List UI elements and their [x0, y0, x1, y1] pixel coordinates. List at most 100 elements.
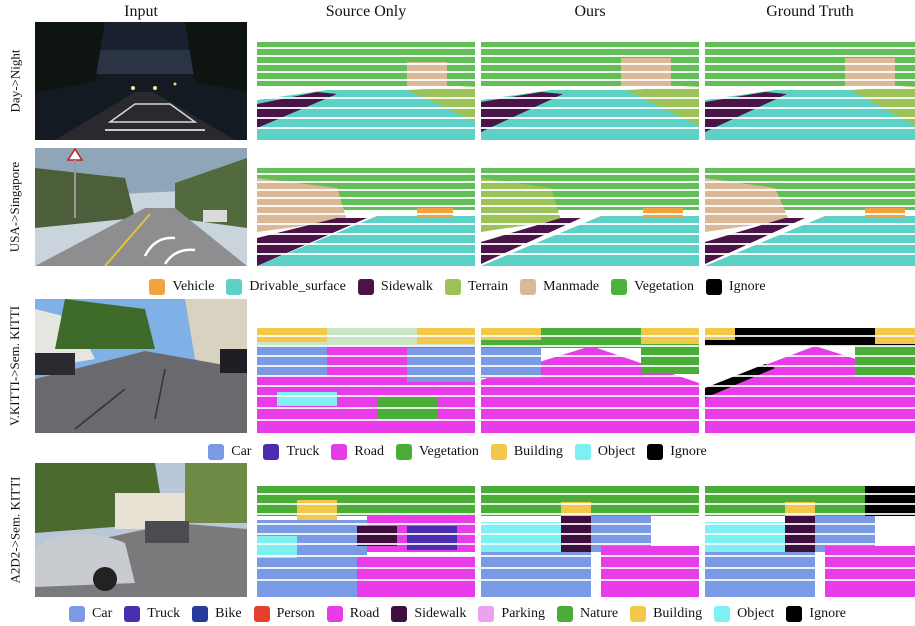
legend-swatch	[556, 606, 573, 622]
legend-item: Vegetation	[611, 279, 694, 295]
legend-item: Nature	[556, 606, 619, 622]
legend-swatch	[226, 279, 243, 295]
pred-panel-source-only-a2d2	[257, 486, 475, 597]
pred-panel-ground-truth-day-night	[705, 42, 915, 140]
pred-panel-source-only-usa-singapore	[257, 168, 475, 266]
legend-item: Car	[208, 444, 251, 460]
legend-item: Truck	[124, 606, 180, 622]
legend-label: Object	[737, 606, 775, 621]
legend-swatch	[331, 444, 348, 460]
legend-item: Terrain	[444, 279, 509, 295]
pred-panel-ours-usa-singapore	[481, 168, 699, 266]
legend-label: Building	[653, 606, 703, 621]
legend-label: Person	[276, 606, 315, 621]
input-photo-street	[35, 148, 247, 266]
pred-panel-ground-truth-a2d2	[705, 486, 915, 597]
legend-item: Object	[574, 444, 636, 460]
legend-item: Car	[69, 606, 112, 622]
row-label-vkitti-semkitti: V.KITTI->Sem. KITTI	[7, 305, 22, 427]
legend-swatch	[630, 606, 647, 622]
legend-label: Sidewalk	[414, 606, 467, 621]
legend-swatch	[192, 606, 209, 622]
row-label-usa-singapore: USA->Singapore	[7, 161, 23, 253]
legend-swatch	[574, 444, 591, 460]
legend-label: Road	[354, 444, 384, 459]
input-photo-a2d2	[35, 463, 247, 597]
legend-vkitti: Car Truck Road Vegetation Building Object Igno…	[0, 441, 915, 463]
legend-swatch	[253, 606, 270, 622]
legend-a2d2: Car Truck Bike Person Road Sidewalk Parking Nat…	[0, 603, 915, 625]
legend-item: Truck	[263, 444, 319, 460]
legend-item: Ignore	[706, 279, 766, 295]
legend-label: Terrain	[467, 279, 509, 294]
legend-swatch	[149, 279, 166, 295]
legend-swatch	[611, 279, 628, 295]
pred-panel-source-only-kitti	[257, 328, 475, 433]
legend-label: Parking	[501, 606, 545, 621]
legend-swatch	[357, 279, 374, 295]
legend-label: Truck	[147, 606, 181, 621]
header-input: Input	[124, 3, 158, 20]
legend-swatch	[714, 606, 731, 622]
legend-item: Building	[490, 444, 563, 460]
row-label-a2d2-semkitti: A2D2->Sem. KITTI	[7, 476, 23, 584]
row-label-day-night: Day->Night	[7, 49, 22, 113]
legend-label: Ignore	[729, 279, 766, 294]
legend-swatch	[124, 606, 141, 622]
legend-label: Vegetation	[418, 444, 479, 459]
legend-item: Person	[253, 606, 315, 622]
legend-swatch	[786, 606, 803, 622]
legend-item: Ignore	[786, 606, 846, 622]
legend-swatch	[647, 444, 664, 460]
legend-swatch	[208, 444, 225, 460]
legend-swatch	[444, 279, 461, 295]
legend-swatch	[263, 444, 280, 460]
legend-item: Road	[326, 606, 380, 622]
pred-panel-ours-a2d2	[481, 486, 699, 597]
legend-swatch	[478, 606, 495, 622]
legend-label: Manmade	[543, 279, 600, 294]
legend-label: Truck	[286, 444, 320, 459]
pred-panel-ground-truth-usa-singapore	[705, 168, 915, 266]
legend-item: Drivable_surface	[226, 279, 346, 295]
legend-label: Vehicle	[172, 279, 215, 294]
legend-label: Car	[92, 606, 113, 621]
legend-label: Object	[597, 444, 636, 459]
input-photo-kitti	[35, 299, 247, 433]
legend-label: Vegetation	[634, 279, 695, 294]
pred-panel-ours-kitti	[481, 328, 699, 433]
legend-item: Sidewalk	[357, 279, 433, 295]
legend-label: Drivable_surface	[249, 279, 346, 294]
pred-panel-ours-day-night	[481, 42, 699, 140]
legend-item: Vehicle	[149, 279, 214, 295]
legend-item: Sidewalk	[391, 606, 466, 622]
legend-label: Building	[513, 444, 563, 459]
legend-label: Road	[349, 606, 380, 621]
legend-swatch	[69, 606, 86, 622]
legend-label: Bike	[215, 606, 242, 621]
header-ground-truth: Ground Truth	[766, 3, 854, 20]
legend-item: Vegetation	[395, 444, 479, 460]
legend-label: Ignore	[670, 444, 707, 459]
legend-swatch	[391, 606, 408, 622]
legend-item: Manmade	[520, 279, 599, 295]
input-photo-night	[35, 22, 247, 140]
pred-panel-ground-truth-kitti	[705, 328, 915, 433]
header-ours: Ours	[574, 3, 606, 20]
legend-swatch	[490, 444, 507, 460]
legend-nuscenes: Vehicle Drivable_surface Sidewalk Terrain Ma…	[0, 276, 915, 298]
header-source-only: Source Only	[325, 3, 407, 20]
legend-label: Sidewalk	[380, 279, 433, 294]
legend-item: Bike	[192, 606, 242, 622]
legend-label: Car	[231, 444, 252, 459]
legend-swatch	[395, 444, 412, 460]
legend-label: Ignore	[809, 606, 846, 621]
legend-swatch	[326, 606, 343, 622]
legend-swatch	[520, 279, 537, 295]
legend-item: Building	[630, 606, 702, 622]
legend-item: Object	[714, 606, 774, 622]
legend-label: Nature	[579, 606, 619, 621]
legend-item: Ignore	[647, 444, 707, 460]
legend-item: Road	[331, 444, 384, 460]
legend-swatch	[706, 279, 723, 295]
